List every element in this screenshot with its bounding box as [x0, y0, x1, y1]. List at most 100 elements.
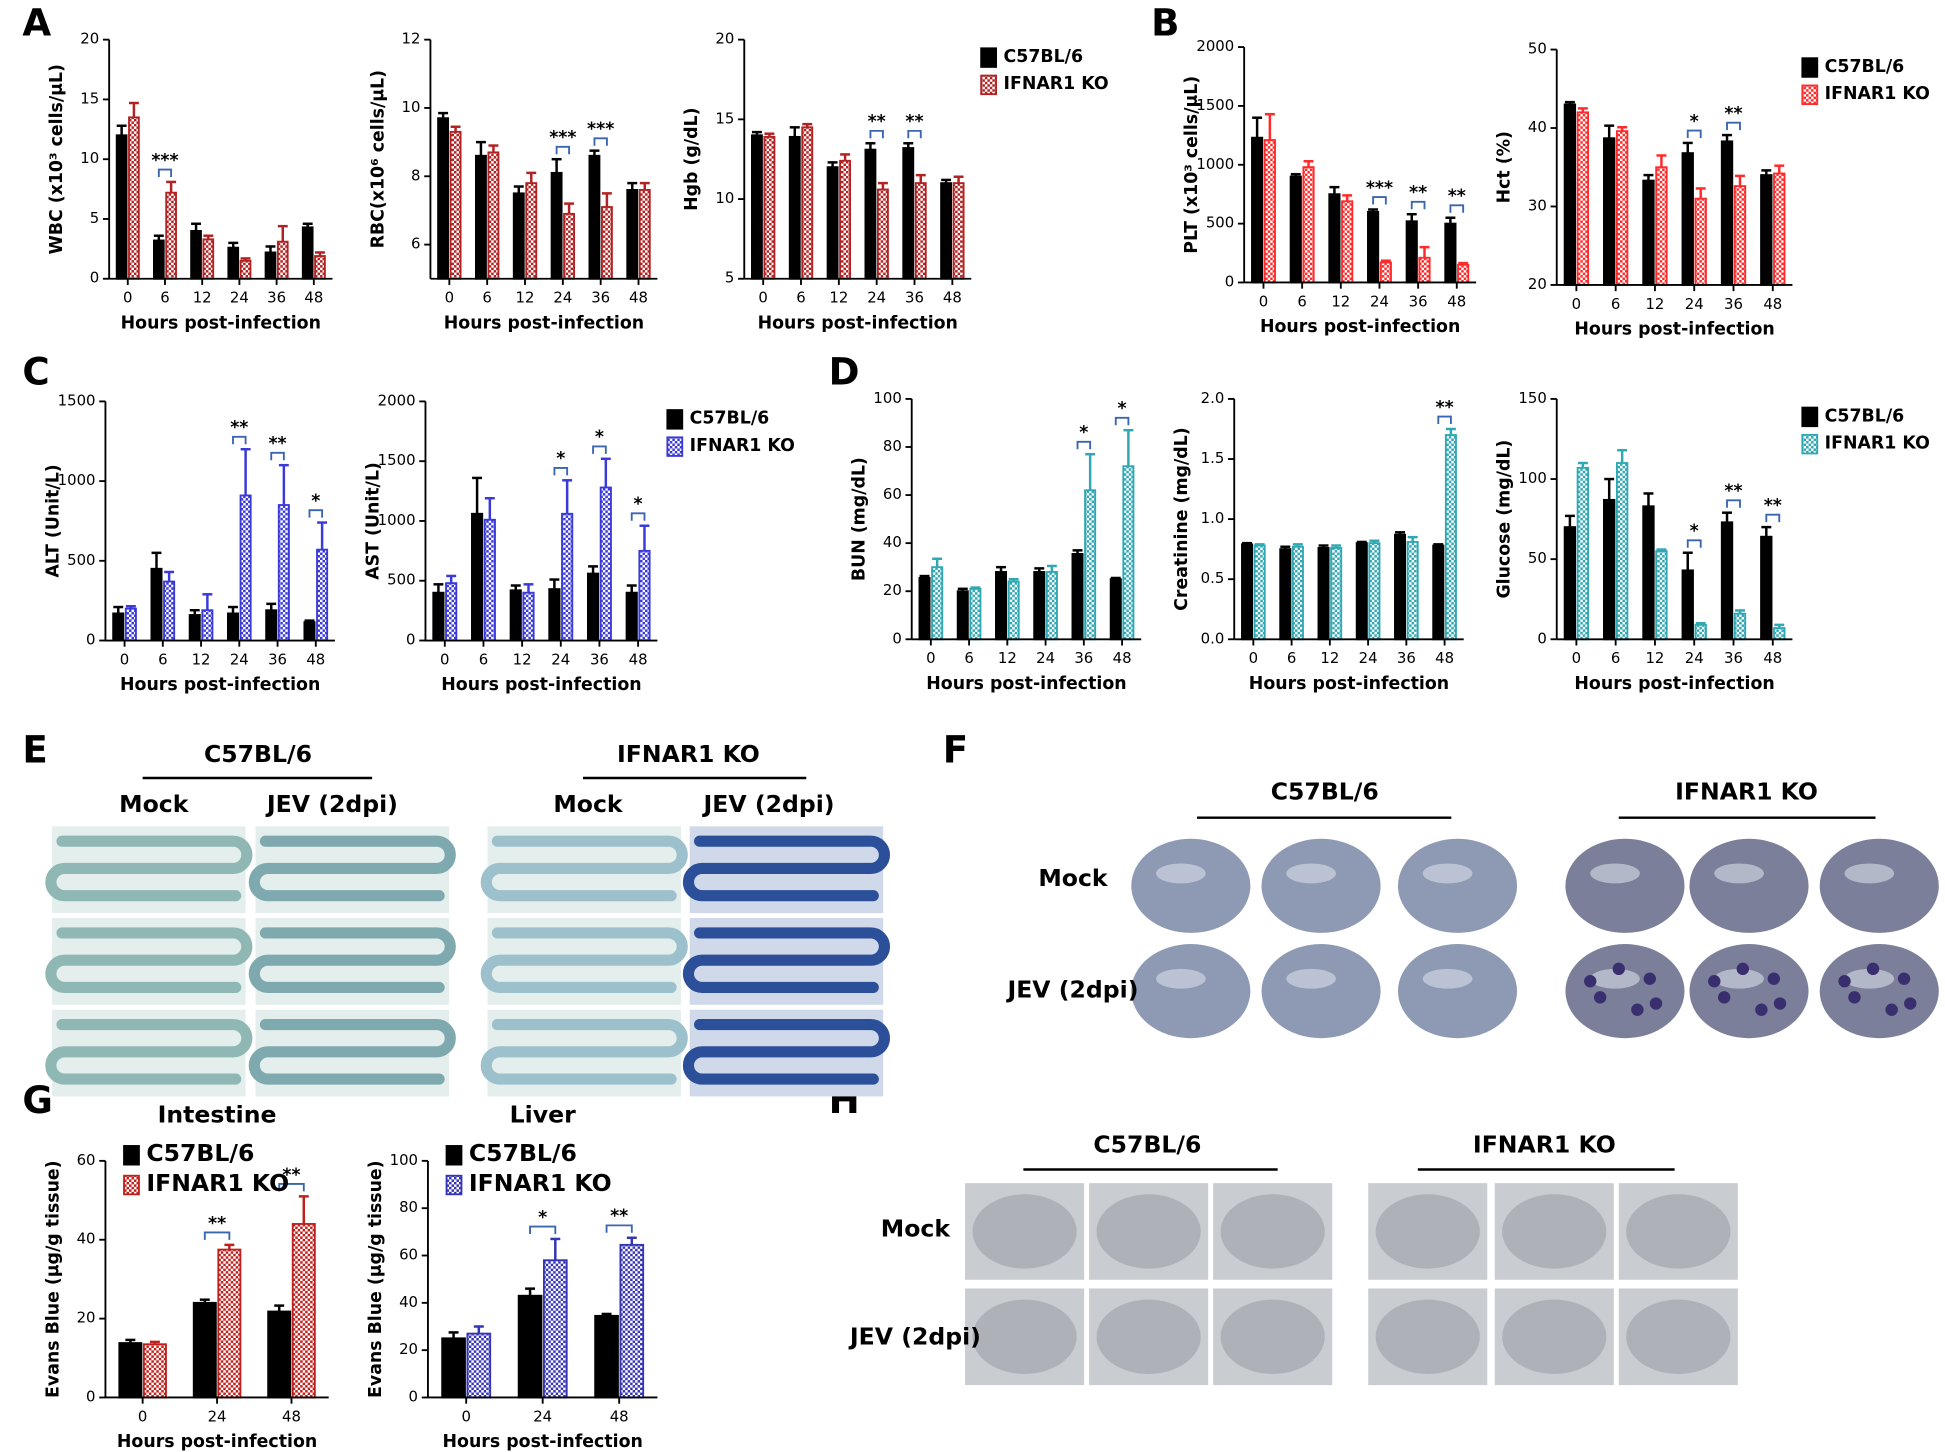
bar — [1733, 612, 1747, 641]
significance-bracket — [1437, 415, 1452, 425]
x-tick-label: 12 — [1645, 295, 1664, 313]
x-tick-label: 24 — [1685, 295, 1704, 313]
legend-swatch — [1801, 57, 1819, 78]
hemorrhage-spot — [1708, 975, 1721, 988]
significance-label: * — [1079, 423, 1088, 443]
y-tick-label: 80 — [883, 437, 902, 455]
liver-highlight — [1156, 968, 1206, 989]
significance-label: ** — [268, 434, 286, 454]
significance-bracket — [1372, 196, 1387, 205]
y-tick-label: 0 — [90, 269, 99, 287]
y-tick-label: 10 — [80, 149, 99, 167]
bar — [1642, 505, 1655, 641]
liver-photo — [1261, 838, 1381, 933]
bar — [600, 206, 613, 280]
bar — [239, 494, 252, 642]
bar — [1694, 197, 1707, 286]
bar — [301, 226, 314, 280]
legend-swatch — [1801, 406, 1819, 428]
significance-bracket — [907, 129, 922, 139]
bar — [1289, 175, 1302, 284]
significance-bracket — [1114, 416, 1130, 426]
bar — [509, 589, 522, 642]
x-tick-label: 24 — [230, 650, 249, 668]
bar — [1367, 210, 1380, 284]
bar — [1720, 521, 1734, 641]
bar — [202, 238, 215, 280]
bar — [1406, 541, 1419, 641]
bar — [153, 239, 165, 280]
x-tick-label: 12 — [513, 650, 532, 668]
x-tick-label: 0 — [123, 289, 132, 307]
y-tick-label: 20 — [715, 30, 734, 48]
x-axis-label: Hours post-infection — [444, 313, 644, 333]
liver-photo — [1397, 838, 1518, 933]
significance-label: *** — [1366, 178, 1393, 198]
legend-label: C57BL/6 — [1004, 47, 1084, 67]
significance-label: ** — [1448, 187, 1466, 207]
y-tick-label: 0 — [406, 631, 415, 649]
row-label: Mock — [1038, 864, 1109, 892]
liver-photo — [1131, 944, 1251, 1039]
x-tick-label: 0 — [461, 1407, 470, 1425]
bar — [1341, 200, 1354, 284]
significance-bracket — [1726, 121, 1741, 131]
significance-label: * — [634, 495, 643, 515]
y-tick-label: 0 — [892, 629, 901, 647]
bar — [638, 549, 651, 642]
bar — [902, 147, 915, 280]
bar — [956, 590, 969, 641]
group-label: IFNAR1 KO — [617, 740, 760, 768]
significance-label: ** — [868, 112, 886, 132]
x-tick-label: 0 — [1259, 292, 1268, 310]
intestine — [682, 835, 890, 902]
bar — [441, 1337, 466, 1399]
bar — [1084, 489, 1097, 641]
significance-bracket — [278, 1183, 305, 1192]
legend-swatch — [445, 1174, 463, 1196]
bar — [1109, 578, 1122, 641]
bar — [522, 591, 535, 642]
chart-title: Intestine — [158, 1101, 277, 1129]
brain — [1626, 1299, 1731, 1374]
x-axis-label: Hours post-infection — [1249, 674, 1449, 694]
bar — [619, 1243, 645, 1399]
x-axis-label: Hours post-infection — [926, 674, 1126, 694]
x-axis-label: Hours post-infection — [1574, 320, 1774, 340]
y-axis-label: PLT (x10³ cells/μL) — [1182, 76, 1202, 254]
liver-highlight — [1422, 863, 1473, 884]
x-tick-label: 6 — [1611, 295, 1620, 313]
bar — [483, 518, 496, 642]
bar — [163, 580, 176, 642]
bar — [1251, 136, 1264, 284]
significance-bracket — [157, 168, 173, 177]
legend-label: C57BL/6 — [469, 1139, 577, 1167]
bar — [437, 117, 450, 280]
y-tick-label: 60 — [883, 485, 902, 503]
legend-swatch — [980, 74, 997, 96]
bar — [525, 182, 538, 280]
significance-bracket — [592, 445, 607, 454]
bar — [1379, 261, 1392, 284]
bar — [586, 572, 600, 642]
y-tick-label: 500 — [67, 551, 95, 569]
y-tick-label: 2000 — [378, 391, 416, 409]
bar — [588, 154, 601, 280]
x-tick-label: 6 — [160, 289, 169, 307]
bar — [267, 1310, 292, 1399]
x-tick-label: 36 — [591, 289, 610, 307]
hemorrhage-spot — [1897, 972, 1911, 985]
x-tick-label: 36 — [1724, 649, 1743, 667]
bar — [1457, 263, 1470, 284]
y-axis-label: Evans Blue (μg/g tissue) — [43, 1160, 63, 1398]
bar — [314, 255, 326, 280]
condition-label: JEV (2dpi) — [702, 790, 835, 818]
x-tick-label: 24 — [1359, 649, 1378, 667]
x-tick-label: 24 — [208, 1407, 227, 1425]
liver-highlight — [1286, 863, 1336, 884]
panel-letter: B — [1151, 0, 1179, 44]
bar — [1773, 172, 1786, 286]
bar — [914, 182, 927, 280]
bar — [316, 548, 329, 642]
bar — [563, 212, 576, 280]
